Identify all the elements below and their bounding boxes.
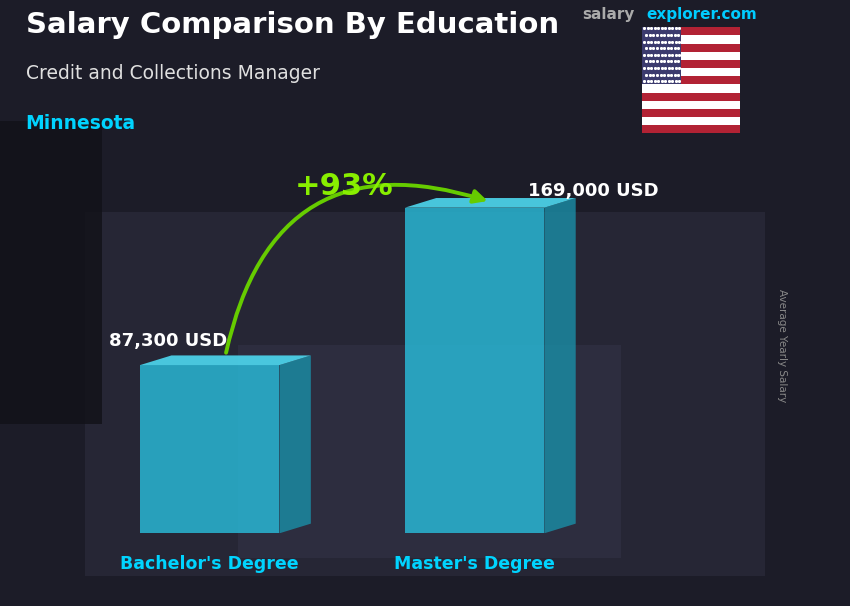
Bar [642,44,740,52]
Text: Average Yearly Salary: Average Yearly Salary [777,289,787,402]
Text: Master's Degree: Master's Degree [394,554,555,573]
Text: +93%: +93% [295,172,394,201]
Bar [0,121,102,424]
Bar [642,60,740,68]
Bar [642,84,740,93]
Polygon shape [140,356,311,365]
Bar [405,208,544,533]
Bar [140,365,280,533]
Text: explorer.com: explorer.com [646,7,756,22]
Text: 169,000 USD: 169,000 USD [528,182,659,200]
Bar [642,93,740,101]
Text: 87,300 USD: 87,300 USD [109,331,227,350]
Bar [85,212,765,576]
Text: salary: salary [582,7,635,22]
Bar [642,117,740,125]
Text: Credit and Collections Manager: Credit and Collections Manager [26,64,320,83]
Bar [642,109,740,117]
Text: Salary Comparison By Education: Salary Comparison By Education [26,11,558,39]
Bar [642,125,740,133]
Text: Bachelor's Degree: Bachelor's Degree [121,554,299,573]
Bar [642,35,740,44]
Text: Minnesota: Minnesota [26,115,136,133]
Bar [642,27,740,35]
Bar [642,27,681,84]
Polygon shape [405,198,575,208]
Bar [642,76,740,84]
Bar [642,68,740,76]
Polygon shape [280,356,311,533]
Bar [642,52,740,60]
Bar [238,345,620,558]
Bar [642,101,740,109]
Polygon shape [544,198,575,533]
